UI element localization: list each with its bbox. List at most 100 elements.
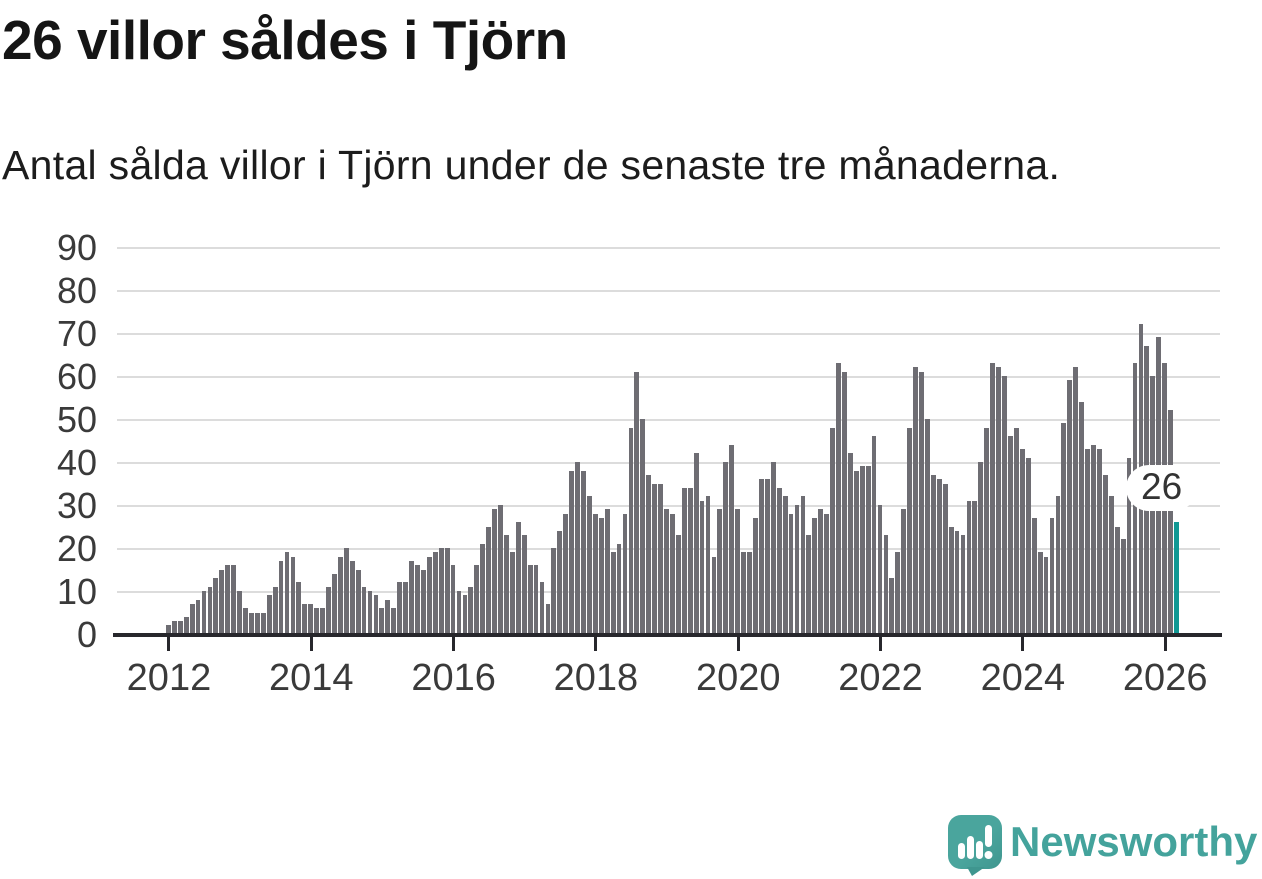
bar bbox=[871, 436, 877, 634]
bar bbox=[824, 513, 830, 634]
bar bbox=[794, 505, 800, 634]
bar bbox=[308, 603, 314, 634]
bar bbox=[830, 427, 835, 634]
bar bbox=[575, 462, 580, 634]
newsworthy-logo: Newsworthy bbox=[947, 814, 1262, 876]
bar bbox=[723, 462, 729, 634]
bar bbox=[930, 474, 936, 634]
bar bbox=[1013, 427, 1019, 634]
bar bbox=[391, 608, 397, 634]
y-tick-label: 40 bbox=[56, 442, 97, 483]
bar bbox=[806, 535, 812, 634]
bar bbox=[812, 517, 818, 634]
y-tick-label: 30 bbox=[56, 485, 97, 526]
bar bbox=[533, 565, 539, 634]
bar bbox=[800, 496, 806, 634]
bar bbox=[592, 513, 598, 634]
bar bbox=[1126, 457, 1132, 634]
bar bbox=[462, 595, 468, 634]
y-tick-label: 60 bbox=[56, 356, 97, 397]
bar bbox=[1061, 423, 1067, 634]
bar bbox=[545, 603, 551, 634]
bar bbox=[877, 505, 883, 634]
bar bbox=[889, 578, 895, 634]
bar bbox=[415, 565, 420, 634]
gridline bbox=[117, 333, 1220, 335]
bar bbox=[320, 608, 325, 634]
bar bbox=[587, 496, 592, 634]
bar bbox=[628, 427, 634, 634]
bar bbox=[658, 483, 663, 634]
x-tick bbox=[1163, 637, 1167, 651]
bar bbox=[598, 517, 604, 634]
bar bbox=[349, 560, 355, 634]
bar bbox=[272, 586, 278, 634]
bar bbox=[468, 586, 474, 634]
x-tick bbox=[309, 637, 313, 651]
bar bbox=[403, 582, 408, 634]
bar bbox=[225, 565, 231, 634]
bar bbox=[984, 427, 990, 634]
bar bbox=[1043, 556, 1049, 634]
y-tick-label: 10 bbox=[56, 571, 97, 612]
bar bbox=[836, 363, 841, 634]
x-tick-label: 2014 bbox=[269, 657, 354, 699]
bar bbox=[681, 487, 687, 634]
bar bbox=[652, 483, 658, 634]
bar bbox=[919, 371, 924, 634]
bar bbox=[189, 603, 195, 634]
x-tick-label: 2024 bbox=[980, 657, 1066, 699]
bar bbox=[539, 582, 545, 634]
chart-subtitle: Antal sålda villor i Tjörn under de sena… bbox=[2, 142, 1061, 188]
bar bbox=[231, 565, 237, 634]
highlight-bar bbox=[1174, 522, 1179, 634]
bar bbox=[960, 535, 966, 634]
bar bbox=[432, 552, 438, 634]
bar bbox=[1055, 496, 1061, 634]
bar bbox=[201, 591, 207, 634]
bar bbox=[551, 548, 557, 634]
bar bbox=[302, 603, 308, 634]
bar bbox=[1008, 436, 1013, 634]
bar bbox=[498, 505, 503, 634]
bar bbox=[183, 616, 189, 634]
bar bbox=[907, 427, 913, 634]
bar bbox=[219, 569, 225, 634]
bar bbox=[444, 548, 450, 634]
bar bbox=[355, 569, 361, 634]
bar bbox=[266, 595, 272, 634]
bar bbox=[604, 509, 610, 634]
bar bbox=[314, 608, 320, 634]
bar bbox=[741, 552, 746, 634]
bar bbox=[770, 462, 776, 634]
bar bbox=[782, 496, 788, 634]
y-tick-label: 90 bbox=[56, 227, 97, 268]
bar bbox=[480, 543, 486, 634]
bar bbox=[764, 479, 770, 634]
gridline bbox=[117, 419, 1220, 421]
bar bbox=[936, 479, 942, 634]
bar bbox=[990, 363, 996, 634]
bar bbox=[687, 487, 693, 634]
x-axis-line bbox=[113, 633, 1222, 637]
logo-bubble-icon bbox=[948, 815, 1002, 876]
bar bbox=[1049, 517, 1055, 634]
bar bbox=[788, 513, 794, 634]
bar bbox=[332, 573, 337, 634]
bar bbox=[1085, 449, 1090, 634]
bar bbox=[913, 367, 918, 634]
x-tick bbox=[736, 637, 740, 651]
bar bbox=[474, 565, 480, 634]
bar bbox=[397, 582, 403, 634]
bar bbox=[254, 612, 260, 634]
bar bbox=[1079, 401, 1085, 634]
bar bbox=[753, 517, 758, 634]
bar bbox=[456, 591, 462, 634]
bar bbox=[729, 444, 735, 634]
bar bbox=[616, 543, 622, 634]
bar bbox=[711, 556, 717, 634]
x-tick-label: 2018 bbox=[553, 657, 639, 699]
bar bbox=[883, 535, 889, 634]
bar bbox=[670, 513, 675, 634]
bar bbox=[747, 552, 752, 634]
